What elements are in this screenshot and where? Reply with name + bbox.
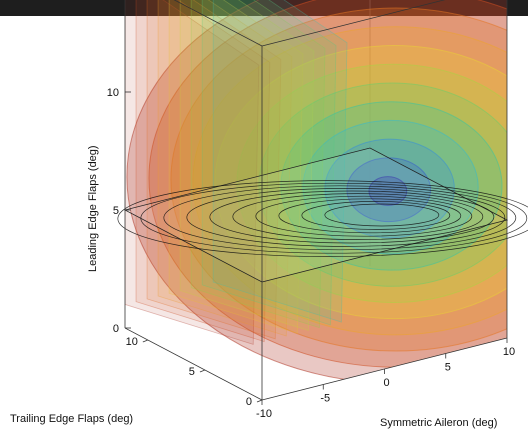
slice-contour: [209, 190, 495, 244]
isosurface-shell: [192, 26, 507, 336]
isosurface-shell: [170, 7, 507, 352]
isosurface-fin: [135, 0, 271, 343]
isosurface-shell: [280, 101, 503, 271]
x-tick-label: 0: [383, 377, 389, 389]
z-axis-label: Leading Edge Flaps (deg): [87, 145, 99, 272]
y-axis-label: Trailing Edge Flaps (deg): [10, 413, 133, 425]
axis-ticks: -10-505100510051015: [107, 87, 515, 420]
box-edge: [261, 0, 446, 47]
slice-contour: [324, 203, 440, 227]
slice-contour: [140, 182, 528, 254]
isosurface-fin: [190, 0, 326, 329]
z-tick-label: 0: [113, 323, 119, 335]
y-tick-mark: [142, 339, 148, 343]
isosurface-fin: [157, 0, 293, 337]
x-tick-label: -5: [320, 393, 330, 405]
z-tick-label: 10: [107, 87, 119, 99]
x-axis-label: Symmetric Aileron (deg): [380, 417, 497, 429]
x-tick-label: 5: [445, 362, 451, 374]
box-back-edges: [369, 0, 371, 266]
box-edge: [173, 0, 263, 47]
slice-contour: [186, 188, 506, 247]
slice-contour: [301, 201, 451, 230]
isosurface-fin: [179, 0, 315, 331]
slice-contour: [278, 198, 462, 234]
y-tick-mark: [199, 369, 206, 373]
slice-plane: [117, 147, 528, 283]
isosurface-fin: [168, 0, 304, 334]
x-tick-label: -10: [256, 408, 272, 420]
y-tick-label: 0: [246, 396, 252, 408]
slice-contour: [255, 195, 473, 237]
isosurface-fin: [146, 0, 282, 340]
y-tick-mark: [256, 399, 263, 403]
y-tick-label: 10: [126, 336, 138, 348]
y-tick-label: 5: [189, 366, 195, 378]
slice-contour: [163, 185, 517, 251]
slice-contour: [117, 180, 528, 257]
z-tick-label: 5: [113, 205, 119, 217]
slice-plane-outline: [123, 147, 509, 283]
slice-contour: [232, 193, 484, 240]
isosurface-shells: [125, 0, 507, 384]
x-tick-label: 10: [503, 346, 515, 358]
